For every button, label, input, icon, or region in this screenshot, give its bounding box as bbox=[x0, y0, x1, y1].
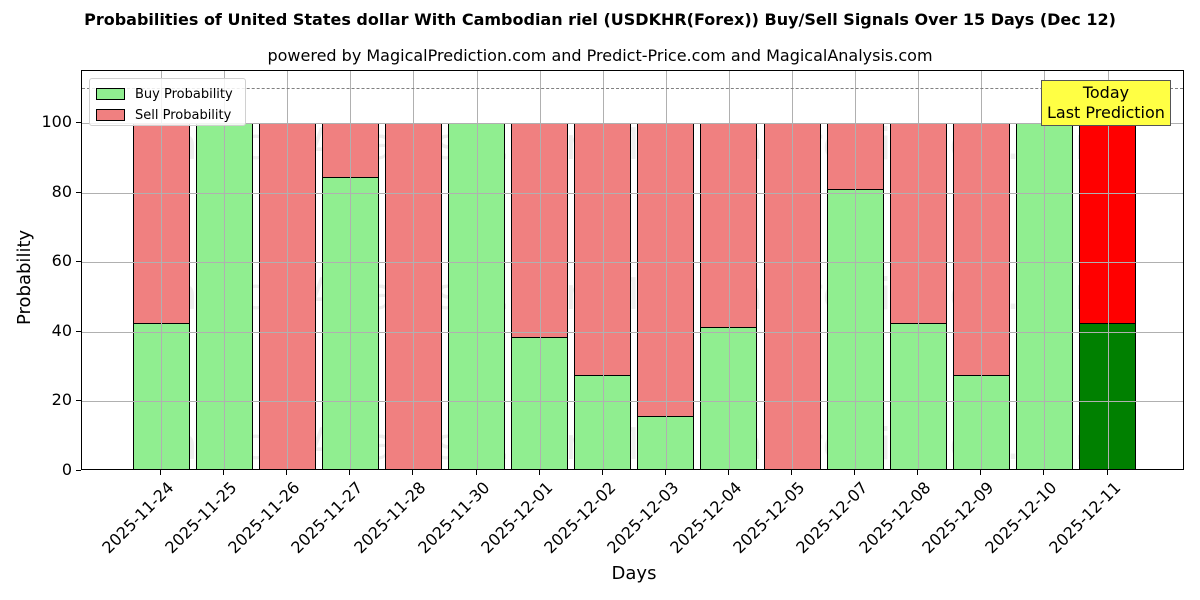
y-tick-mark bbox=[76, 122, 81, 124]
gridline-horizontal bbox=[82, 192, 1183, 194]
gridline-vertical bbox=[1044, 71, 1046, 469]
y-tick-label: 20 bbox=[51, 390, 72, 410]
y-tick-label: 60 bbox=[51, 251, 72, 271]
gridline-vertical bbox=[855, 71, 857, 469]
y-tick-mark bbox=[76, 470, 81, 471]
x-tick-mark bbox=[349, 470, 351, 475]
y-tick-label: 80 bbox=[51, 181, 72, 201]
annotation-line1: Today bbox=[1082, 83, 1130, 102]
x-tick-mark bbox=[223, 470, 225, 475]
gridline-vertical bbox=[981, 71, 983, 469]
x-tick-mark bbox=[538, 470, 540, 475]
today-annotation: Today Last Prediction bbox=[1041, 80, 1171, 126]
x-tick-mark bbox=[664, 470, 666, 475]
gridline-vertical bbox=[602, 71, 604, 469]
legend-sell-label: Sell Probability bbox=[135, 107, 232, 123]
gridline-horizontal bbox=[82, 401, 1183, 403]
legend-buy-label: Buy Probability bbox=[135, 86, 233, 102]
gridline-vertical bbox=[665, 71, 667, 469]
sell-swatch-icon bbox=[96, 109, 125, 121]
x-tick-mark bbox=[1106, 470, 1108, 475]
gridline-horizontal bbox=[82, 262, 1183, 264]
legend: Buy Probability Sell Probability bbox=[89, 78, 246, 126]
plot-area: MagicalPrediction.comMagicalAnalysis.com… bbox=[81, 70, 1184, 470]
gridline-vertical bbox=[413, 71, 415, 469]
x-tick-mark bbox=[854, 470, 856, 475]
annotation-line2: Last Prediction bbox=[1047, 103, 1165, 122]
x-tick-mark bbox=[1043, 470, 1045, 475]
legend-item-buy: Buy Probability bbox=[96, 86, 233, 102]
gridline-vertical bbox=[792, 71, 793, 469]
x-tick-mark bbox=[601, 470, 603, 475]
gridline-vertical bbox=[350, 71, 352, 469]
gridline-vertical bbox=[728, 71, 730, 469]
gridline-vertical bbox=[1107, 71, 1109, 469]
buy-swatch-icon bbox=[96, 88, 125, 100]
y-tick-mark bbox=[76, 191, 81, 193]
gridline-vertical bbox=[287, 71, 289, 469]
x-tick-mark bbox=[412, 470, 414, 475]
y-tick-label: 0 bbox=[61, 460, 72, 479]
x-tick-mark bbox=[727, 470, 729, 475]
x-tick-mark bbox=[160, 470, 161, 475]
y-tick-label: 100 bbox=[41, 112, 72, 132]
x-tick-mark bbox=[980, 470, 982, 475]
x-tick-mark bbox=[791, 470, 792, 475]
y-axis-label: Probability bbox=[14, 229, 35, 325]
x-axis-label: Days bbox=[611, 563, 657, 584]
y-axis-label-wrap: Probability bbox=[14, 230, 109, 346]
gridline-vertical bbox=[224, 71, 226, 469]
gridline-vertical bbox=[539, 71, 541, 469]
chart-subtitle: powered by MagicalPrediction.com and Pre… bbox=[267, 46, 933, 65]
threshold-dashed-line bbox=[82, 88, 1183, 90]
y-tick-label: 40 bbox=[51, 320, 72, 340]
chart-title: Probabilities of United States dollar Wi… bbox=[84, 10, 1116, 29]
gridline-vertical bbox=[476, 71, 478, 469]
gridline-vertical bbox=[918, 71, 920, 469]
gridline-horizontal bbox=[82, 123, 1183, 125]
y-tick-mark bbox=[76, 400, 81, 402]
legend-item-sell: Sell Probability bbox=[96, 107, 231, 123]
y-tick-mark bbox=[76, 261, 81, 263]
gridline-vertical bbox=[161, 71, 162, 469]
x-tick-mark bbox=[917, 470, 919, 475]
x-tick-mark bbox=[475, 470, 477, 475]
y-tick-mark bbox=[76, 330, 81, 332]
gridline-horizontal bbox=[82, 331, 1183, 333]
x-tick-mark bbox=[286, 470, 288, 475]
